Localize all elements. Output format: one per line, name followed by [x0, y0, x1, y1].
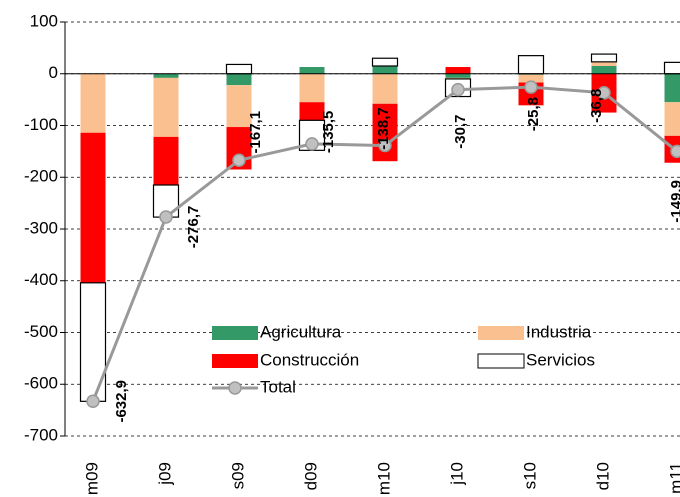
data-label: -135,5: [320, 111, 337, 154]
x-tick-label: d10: [593, 462, 612, 490]
bar: [299, 67, 325, 74]
y-tick-label: -400: [24, 270, 58, 289]
legend-label: Servicios: [526, 350, 595, 369]
legend-label: Industria: [526, 322, 592, 341]
bar: [226, 85, 252, 128]
bar: [445, 67, 471, 74]
y-tick-label: -300: [24, 218, 58, 237]
bar: [372, 65, 398, 74]
data-label: -138,7: [375, 107, 392, 150]
bar: [664, 102, 680, 136]
total-point: [232, 153, 246, 167]
total-point: [159, 210, 173, 224]
legend-label: Agricultura: [260, 322, 342, 341]
bar: [591, 61, 617, 66]
legend-label: Total: [260, 377, 296, 396]
total-point: [86, 394, 100, 409]
total-point: [305, 137, 319, 151]
bar: [517, 55, 545, 75]
y-tick-label: 100: [30, 11, 58, 30]
bar: [79, 282, 107, 402]
bar: [371, 57, 399, 67]
bar: [80, 132, 106, 283]
data-label: -36,8: [588, 89, 605, 123]
bar: [590, 53, 618, 63]
bar: [80, 73, 106, 133]
bar: [225, 63, 253, 75]
legend-marker: [228, 381, 242, 395]
legend-swatch: [478, 326, 524, 340]
total-point: [670, 144, 680, 159]
legend-label: Construcción: [260, 350, 359, 369]
data-label: -276,7: [185, 206, 202, 249]
bar: [153, 136, 179, 186]
bar: [153, 73, 179, 78]
data-label: -30,7: [452, 115, 469, 149]
legend-swatch: [477, 353, 525, 369]
data-label: -149,9: [668, 180, 680, 223]
total-point: [524, 80, 538, 94]
x-tick-label: m09: [82, 462, 101, 495]
bar: [372, 73, 398, 104]
data-label: -167,1: [247, 111, 264, 154]
x-tick-label: m10: [374, 462, 393, 495]
x-tick-label: s10: [520, 462, 539, 489]
x-tick-label: m11: [666, 462, 680, 494]
total-point: [378, 138, 392, 153]
x-tick-label: s09: [228, 462, 247, 489]
bar: [664, 73, 680, 103]
bar: [518, 74, 544, 83]
bar: [299, 73, 325, 103]
bar: [591, 65, 617, 74]
bar: [445, 73, 471, 78]
y-tick-label: -500: [24, 322, 58, 341]
bar: [663, 61, 680, 75]
x-tick-label: j10: [447, 462, 466, 486]
data-label: -632,9: [113, 380, 130, 423]
bar: [153, 77, 179, 137]
legend-swatch: [212, 354, 258, 368]
y-tick-label: -700: [24, 425, 58, 444]
bar: [226, 73, 252, 86]
data-label: -25,8: [525, 97, 542, 131]
y-tick-label: -600: [24, 374, 58, 393]
total-point: [451, 82, 465, 97]
legend-swatch: [212, 326, 258, 340]
y-tick-label: 0: [49, 63, 58, 82]
x-tick-label: j09: [155, 462, 174, 486]
x-tick-label: d09: [301, 462, 320, 490]
y-tick-label: -100: [24, 115, 58, 134]
bar: [299, 102, 325, 121]
y-tick-label: -200: [24, 167, 58, 186]
total-point: [597, 86, 611, 100]
